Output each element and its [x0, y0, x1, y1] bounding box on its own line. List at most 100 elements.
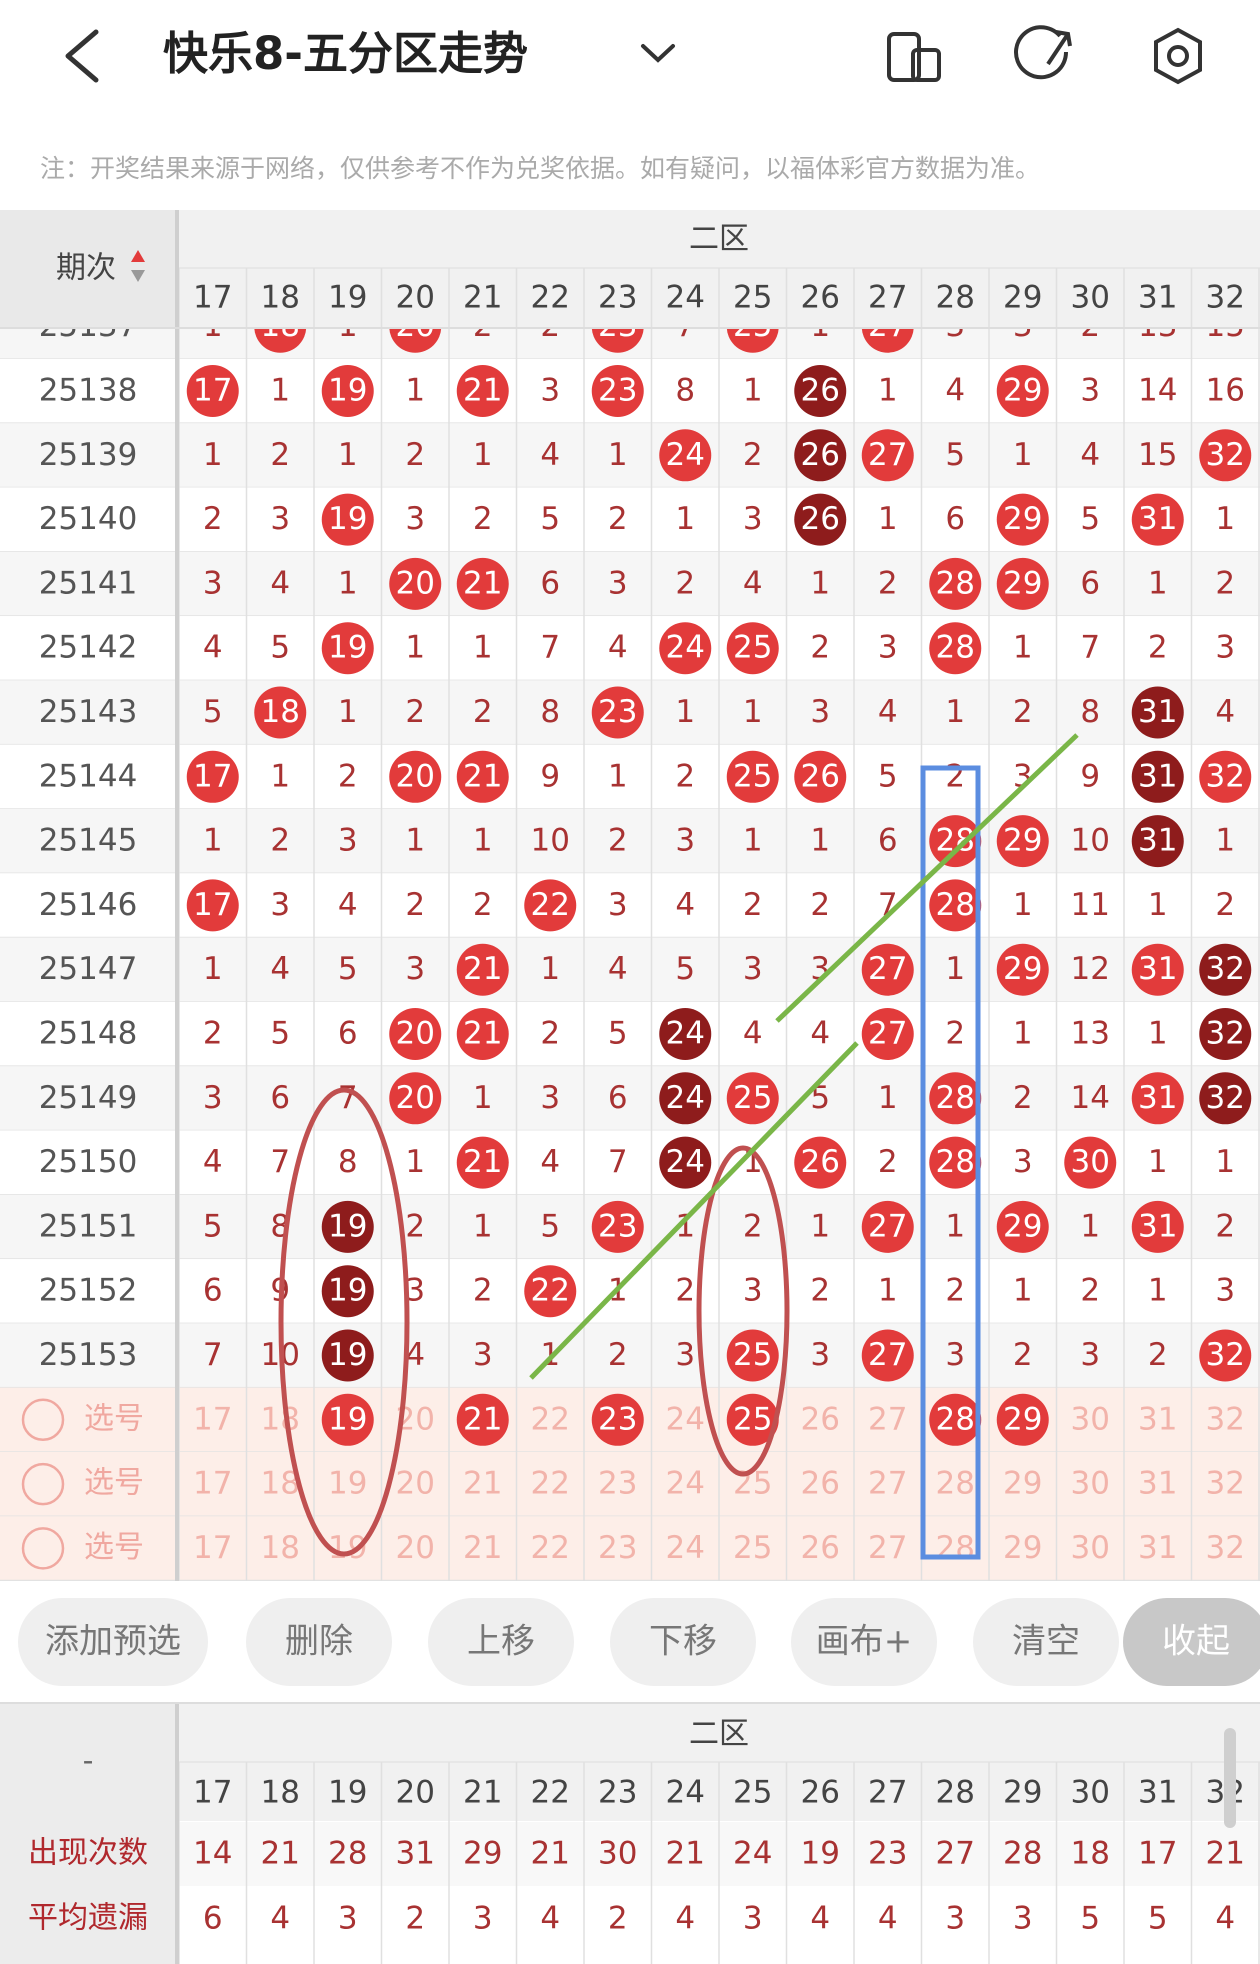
cell-number: 1 — [1215, 501, 1235, 537]
button-label[interactable]: 画布+ — [816, 1622, 913, 1662]
row-background — [0, 808, 1260, 874]
cell-number[interactable]: 17 — [193, 1401, 232, 1437]
cell-number[interactable]: 18 — [261, 1530, 300, 1566]
stats-value: 3 — [338, 1901, 358, 1937]
cell-number[interactable]: 29 — [1003, 1401, 1042, 1437]
cell-number[interactable]: 32 — [1206, 1530, 1245, 1566]
cell-number[interactable]: 30 — [1071, 1401, 1110, 1437]
cell-number: 1 — [203, 951, 223, 987]
button-label[interactable]: 收起 — [1162, 1622, 1230, 1662]
cell-number[interactable]: 26 — [801, 1466, 840, 1502]
hit-ball — [929, 557, 982, 610]
select-row-background — [0, 1451, 1260, 1517]
cell-number[interactable]: 17 — [193, 1530, 232, 1566]
cell-number[interactable]: 27 — [868, 1530, 907, 1566]
hit-ball[interactable] — [456, 1393, 509, 1446]
cell-number: 30 — [1071, 1144, 1110, 1180]
share-icon[interactable] — [1014, 25, 1072, 80]
dropdown-icon[interactable] — [641, 44, 675, 63]
hit-ball — [861, 429, 914, 482]
cell-number[interactable]: 22 — [531, 1401, 570, 1437]
annotation-line — [529, 1041, 859, 1380]
cell-number: 18 — [261, 694, 300, 730]
hit-ball[interactable] — [591, 1393, 644, 1446]
button[interactable] — [1123, 1598, 1260, 1686]
cell-number[interactable]: 21 — [463, 1401, 502, 1437]
hit-ball[interactable] — [726, 1393, 779, 1446]
cell-number[interactable]: 30 — [1071, 1466, 1110, 1502]
cell-number: 2 — [405, 694, 425, 730]
cell-number: 2 — [473, 501, 493, 537]
period-label: 25152 — [39, 1273, 138, 1309]
cell-number[interactable]: 29 — [1003, 1466, 1042, 1502]
cell-number: 1 — [1148, 1144, 1168, 1180]
cell-number[interactable]: 28 — [936, 1401, 975, 1437]
button-label[interactable]: 添加预选 — [45, 1622, 181, 1662]
cell-number: 1 — [675, 694, 695, 730]
cell-number[interactable]: 31 — [1138, 1401, 1177, 1437]
cell-number[interactable]: 22 — [531, 1466, 570, 1502]
cell-number[interactable]: 22 — [531, 1530, 570, 1566]
cell-number[interactable]: 30 — [1071, 1530, 1110, 1566]
cell-number[interactable]: 19 — [328, 1401, 367, 1437]
device-icon[interactable] — [887, 32, 941, 82]
cell-number[interactable]: 31 — [1138, 1466, 1177, 1502]
button[interactable] — [973, 1598, 1119, 1686]
cell-number[interactable]: 20 — [396, 1466, 435, 1502]
select-radio[interactable] — [21, 1527, 65, 1570]
cell-number: 1 — [338, 694, 358, 730]
cell-number[interactable]: 32 — [1206, 1466, 1245, 1502]
button-label[interactable]: 删除 — [285, 1622, 353, 1662]
select-radio[interactable] — [21, 1398, 65, 1442]
button[interactable] — [610, 1598, 756, 1686]
cell-number[interactable]: 32 — [1206, 1401, 1245, 1437]
cell-number: 1 — [1148, 1273, 1168, 1309]
button-label[interactable]: 上移 — [467, 1622, 535, 1662]
hit-ball — [794, 429, 847, 482]
hit-ball — [321, 1329, 374, 1382]
hit-ball[interactable] — [996, 1393, 1049, 1446]
cell-number[interactable]: 21 — [463, 1530, 502, 1566]
button-label[interactable]: 下移 — [649, 1622, 717, 1662]
cell-number: 19 — [328, 1273, 367, 1309]
cell-number[interactable]: 25 — [733, 1530, 772, 1566]
select-radio[interactable] — [21, 1462, 65, 1506]
cell-number: 29 — [1003, 951, 1042, 987]
cell-number[interactable]: 27 — [868, 1466, 907, 1502]
button[interactable] — [428, 1598, 574, 1686]
cell-number[interactable]: 28 — [936, 1466, 975, 1502]
button-label[interactable]: 清空 — [1012, 1622, 1080, 1662]
back-button[interactable] — [65, 29, 99, 83]
cell-number[interactable]: 26 — [801, 1530, 840, 1566]
cell-number[interactable]: 26 — [801, 1401, 840, 1437]
cell-number[interactable]: 24 — [666, 1530, 705, 1566]
cell-number[interactable]: 23 — [598, 1401, 637, 1437]
cell-number[interactable]: 21 — [463, 1466, 502, 1502]
cell-number: 32 — [1206, 1337, 1245, 1373]
cell-number[interactable]: 19 — [328, 1466, 367, 1502]
cell-number[interactable]: 29 — [1003, 1530, 1042, 1566]
button[interactable] — [246, 1598, 392, 1686]
cell-number[interactable]: 18 — [261, 1401, 300, 1437]
settings-icon[interactable] — [1154, 27, 1202, 85]
cell-number: 3 — [743, 501, 763, 537]
cell-number: 1 — [1013, 1273, 1033, 1309]
cell-number[interactable]: 17 — [193, 1466, 232, 1502]
cell-number[interactable]: 23 — [598, 1466, 637, 1502]
cell-number[interactable]: 20 — [396, 1530, 435, 1566]
cell-number[interactable]: 25 — [733, 1401, 772, 1437]
cell-number[interactable]: 28 — [936, 1530, 975, 1566]
hit-ball[interactable] — [321, 1393, 374, 1446]
cell-number[interactable]: 31 — [1138, 1530, 1177, 1566]
cell-number: 6 — [338, 1016, 358, 1052]
cell-number: 2 — [675, 1273, 695, 1309]
hit-ball[interactable] — [929, 1393, 982, 1446]
cell-number[interactable]: 23 — [598, 1530, 637, 1566]
button[interactable] — [18, 1598, 208, 1686]
cell-number[interactable]: 27 — [868, 1401, 907, 1437]
button[interactable] — [791, 1598, 937, 1686]
stats-value: 4 — [675, 1901, 695, 1937]
cell-number: 2 — [1013, 694, 1033, 730]
cell-number[interactable]: 24 — [666, 1466, 705, 1502]
cell-number[interactable]: 24 — [666, 1401, 705, 1437]
